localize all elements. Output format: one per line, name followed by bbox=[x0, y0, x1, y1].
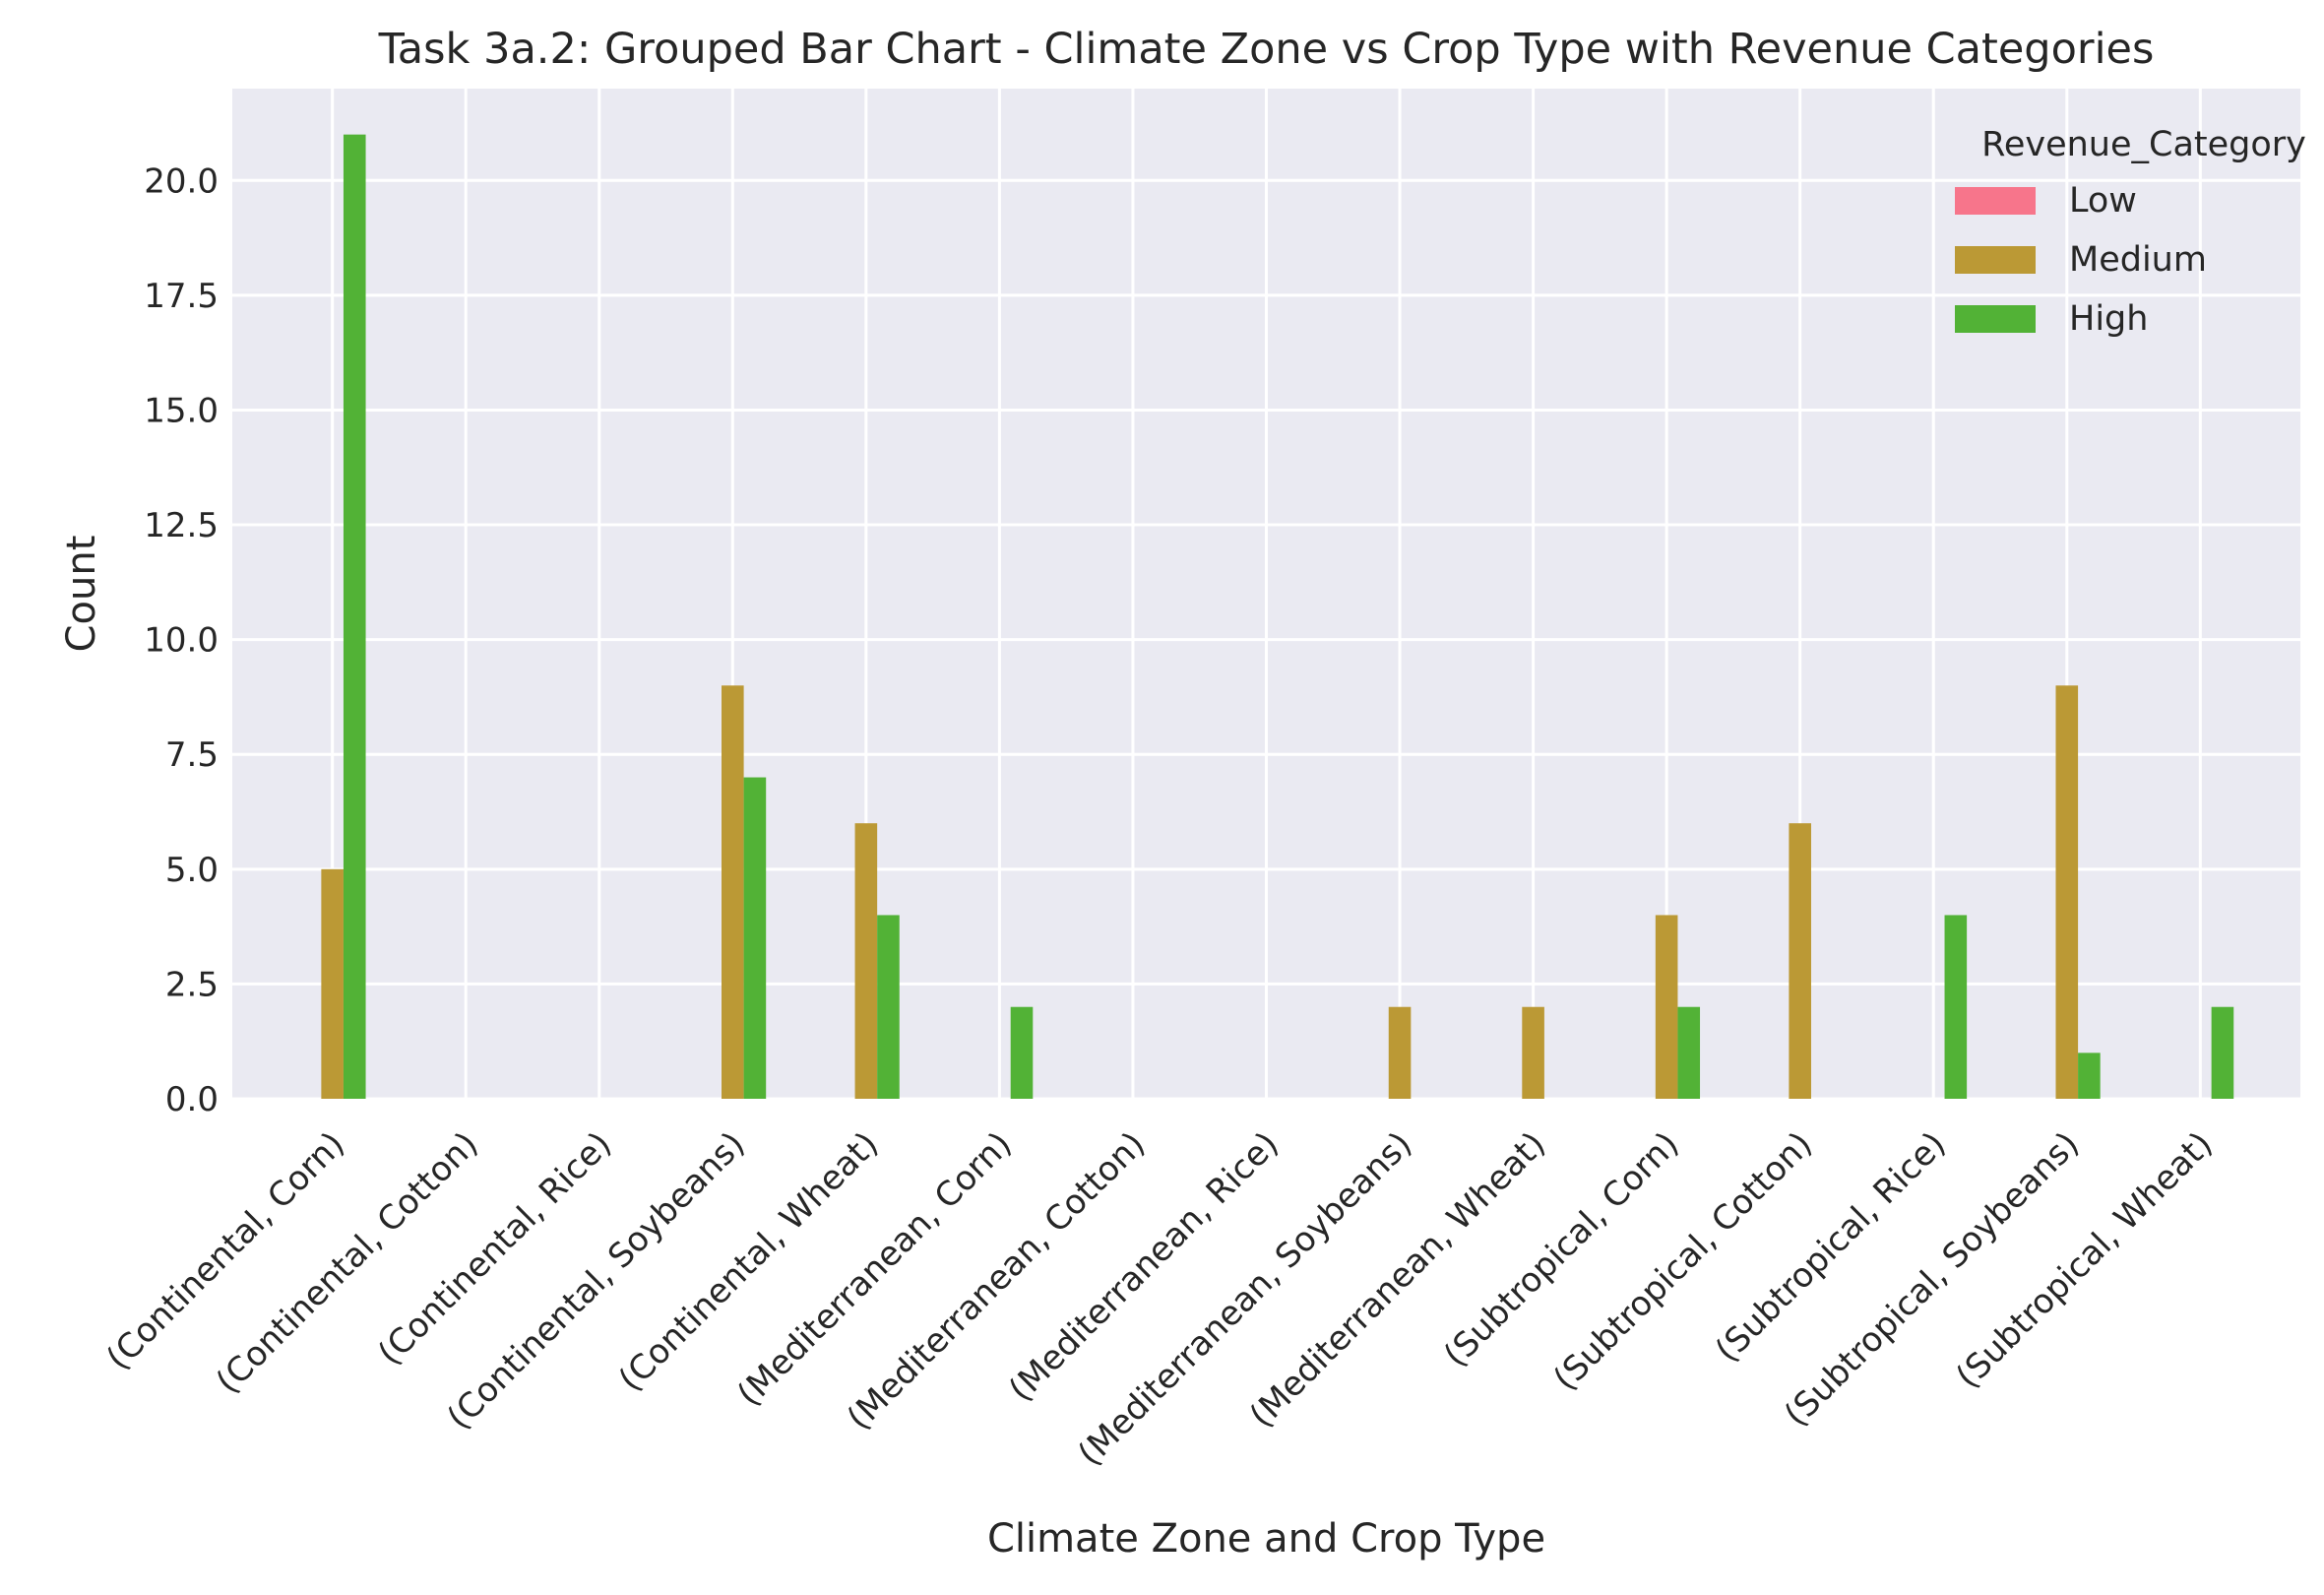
bar-medium-10 bbox=[1655, 915, 1678, 1099]
bar-high-10 bbox=[1677, 1006, 1701, 1099]
y-tick-label: 20.0 bbox=[144, 161, 219, 201]
bar-high-0 bbox=[343, 134, 366, 1100]
bar-high-13 bbox=[2078, 1053, 2101, 1099]
bar-medium-0 bbox=[321, 868, 344, 1099]
y-tick-label: 5.0 bbox=[165, 851, 219, 890]
y-tick-label: 15.0 bbox=[144, 391, 219, 430]
legend: Revenue_Category Low Medium High bbox=[1955, 125, 2306, 339]
bar-high-3 bbox=[743, 777, 767, 1099]
legend-label-high: High bbox=[2069, 299, 2148, 339]
y-tick-label: 0.0 bbox=[165, 1080, 219, 1119]
y-tick-label: 12.5 bbox=[144, 506, 219, 545]
bar-medium-11 bbox=[1789, 823, 1811, 1099]
y-tick-label: 7.5 bbox=[165, 735, 219, 775]
legend-label-medium: Medium bbox=[2069, 240, 2207, 280]
legend-swatch-medium bbox=[1955, 246, 2036, 274]
bar-high-12 bbox=[1944, 915, 1968, 1099]
legend-swatch-high bbox=[1955, 305, 2036, 333]
y-tick-label: 10.0 bbox=[144, 621, 219, 661]
bar-medium-13 bbox=[2055, 685, 2079, 1099]
bar-medium-4 bbox=[854, 823, 878, 1099]
bar-high-4 bbox=[877, 915, 900, 1099]
bars bbox=[321, 134, 2234, 1100]
bar-medium-9 bbox=[1522, 1006, 1544, 1099]
bar-high-5 bbox=[1010, 1006, 1034, 1099]
legend-title: Revenue_Category bbox=[1981, 125, 2306, 164]
y-tick-label: 17.5 bbox=[144, 277, 219, 316]
y-axis-ticks: 0.0 2.5 5.0 7.5 10.0 12.5 15.0 17.5 20.0 bbox=[144, 161, 219, 1119]
legend-label-low: Low bbox=[2069, 181, 2137, 221]
bar-high-14 bbox=[2211, 1006, 2234, 1099]
chart-title: Task 3a.2: Grouped Bar Chart - Climate Z… bbox=[378, 25, 2155, 74]
bar-medium-3 bbox=[722, 685, 744, 1099]
y-tick-label: 2.5 bbox=[165, 965, 219, 1004]
y-axis-label: Count bbox=[59, 536, 104, 653]
bar-medium-8 bbox=[1388, 1006, 1412, 1099]
legend-swatch-low bbox=[1955, 187, 2036, 215]
x-axis-label: Climate Zone and Crop Type bbox=[987, 1516, 1545, 1562]
